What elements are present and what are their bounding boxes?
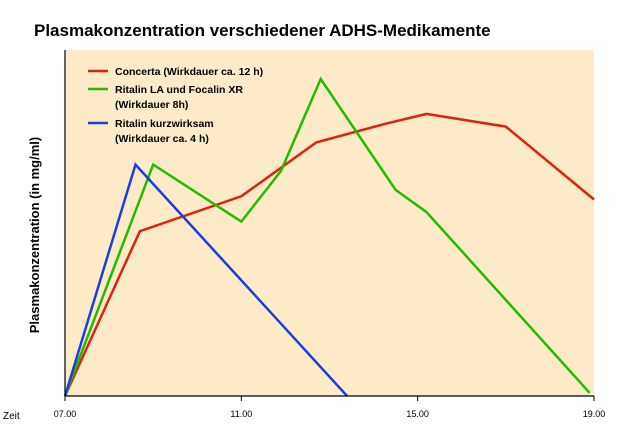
series-line-2	[63, 76, 591, 397]
legend-label: (Wirkdauer 8h)	[115, 99, 188, 111]
x-tick-label: 15.00	[406, 409, 429, 419]
x-ticks: 07.00 11.00 15.00 19.00	[54, 396, 606, 419]
x-axis-label: Zeit	[3, 411, 20, 422]
chart-title: Plasmakonzentration verschiedener ADHS-M…	[34, 21, 491, 40]
series-layer	[63, 76, 595, 397]
series-line-3	[63, 162, 349, 397]
axes	[64, 50, 594, 397]
legend-label: Concerta (Wirkdauer ca. 12 h)	[115, 66, 263, 78]
legend-label: (Wirkdauer ca. 4 h)	[115, 133, 209, 145]
legend: Concerta (Wirkdauer ca. 12 h) Ritalin LA …	[88, 66, 263, 145]
x-tick-label: 19.00	[583, 409, 606, 419]
y-axis-label: Plasmakonzentration (in mg/ml)	[27, 137, 42, 333]
plot-area	[65, 50, 594, 396]
legend-label: Ritalin kurzwirksam	[115, 118, 214, 130]
x-tick-label: 07.00	[54, 409, 77, 419]
x-tick-label: 11.00	[230, 409, 252, 419]
series-line-1	[63, 112, 595, 397]
legend-label: Ritalin LA und Focalin XR	[115, 84, 243, 96]
